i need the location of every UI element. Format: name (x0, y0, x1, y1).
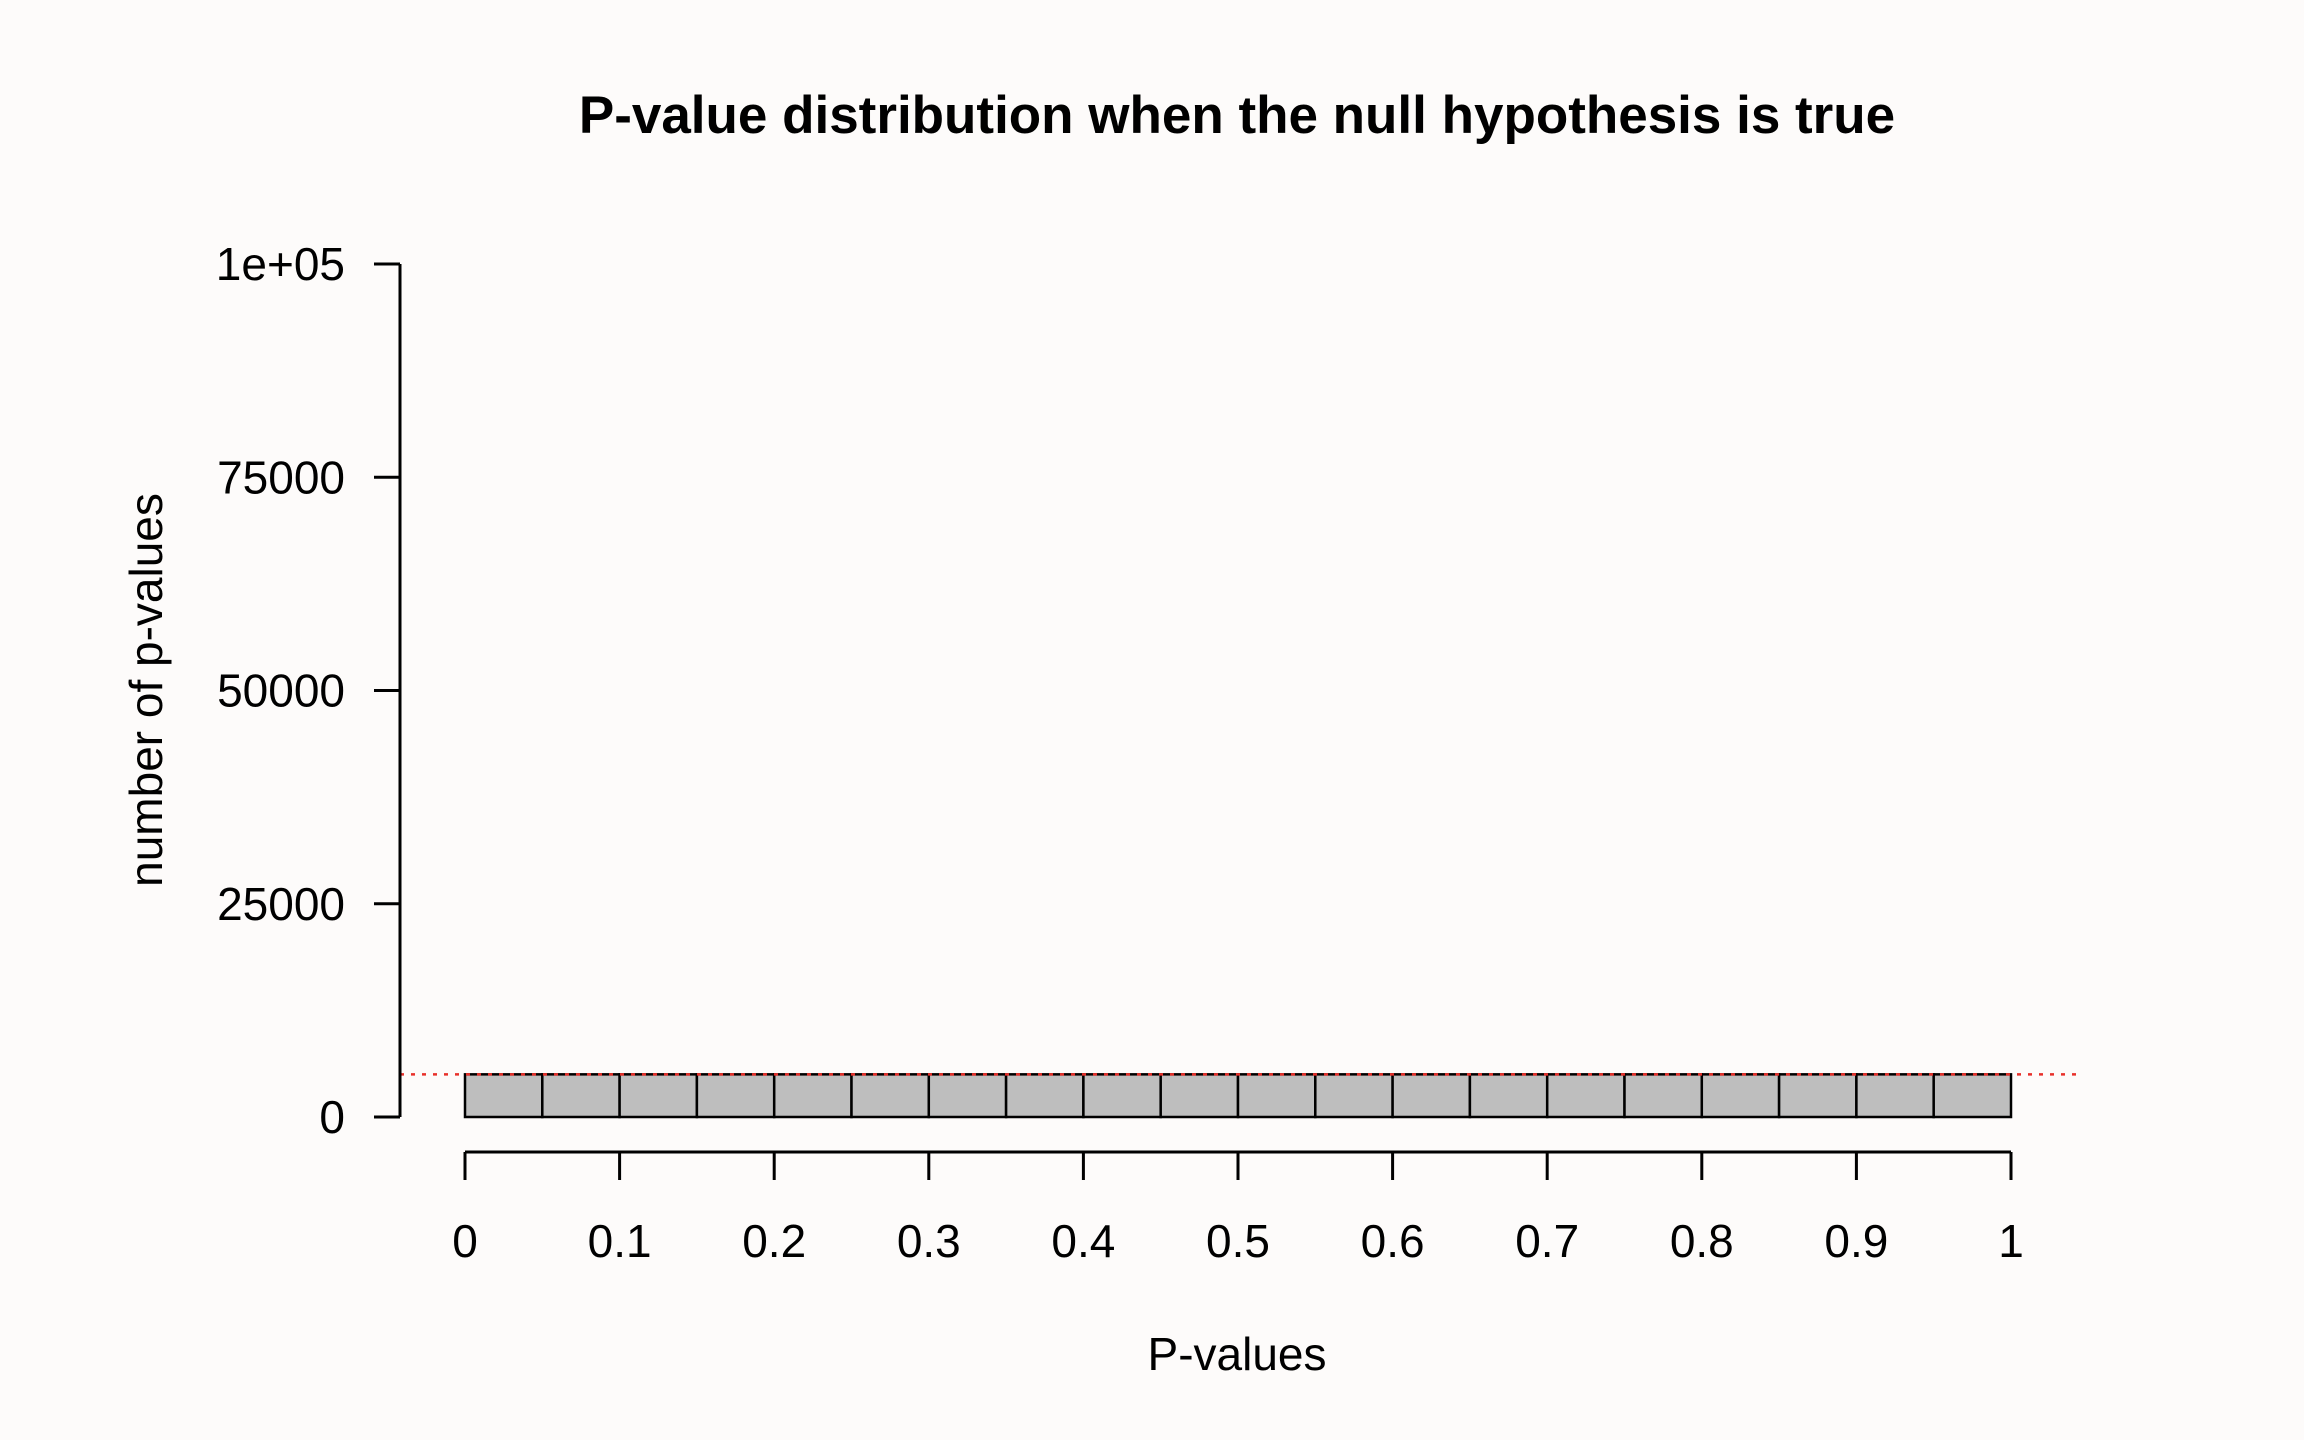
histogram-bar (1004, 1073, 1085, 1119)
y-tick-label: 0 (319, 1091, 345, 1143)
chart-title: P-value distribution when the null hypot… (579, 86, 1895, 145)
x-tick-label: 0.7 (1515, 1215, 1579, 1267)
histogram-bar (695, 1073, 776, 1119)
histogram-bar (1623, 1073, 1704, 1119)
x-tick-label: 0.2 (742, 1215, 806, 1267)
x-tick-label: 0.9 (1824, 1215, 1888, 1267)
y-axis-label: number of p-values (120, 493, 172, 887)
x-tick-label: 1 (1998, 1215, 2024, 1267)
y-axis: 0 25000 50000 75000 1e+05 (216, 238, 402, 1143)
x-axis: 0 0.1 0.2 0.3 0.4 0.5 0.6 0.7 0.8 0.9 1 (452, 1150, 2024, 1267)
x-tick-label: 0.5 (1206, 1215, 1270, 1267)
x-tick-label: 0 (452, 1215, 478, 1267)
histogram-bar (850, 1073, 931, 1119)
y-tick-label: 50000 (217, 665, 345, 717)
histogram-bars (463, 1073, 2013, 1119)
histogram-bar (1314, 1073, 1394, 1119)
histogram-bar (927, 1073, 1008, 1119)
x-tick-label: 0.3 (897, 1215, 961, 1267)
histogram-bar (1236, 1073, 1317, 1119)
histogram-bar (1545, 1073, 1626, 1119)
y-tick-label: 1e+05 (216, 238, 345, 290)
histogram-bar (1700, 1073, 1781, 1119)
y-tick-label: 25000 (217, 878, 345, 930)
x-axis-label: P-values (1148, 1328, 1327, 1380)
histogram-bar (1932, 1073, 2013, 1119)
histogram-bar (1391, 1073, 1472, 1119)
histogram-bar (1468, 1073, 1549, 1119)
y-tick-label: 75000 (217, 451, 345, 503)
histogram-bar (772, 1073, 853, 1119)
histogram-bar (1159, 1073, 1240, 1119)
histogram-bar (1855, 1073, 1935, 1119)
histogram-bar (541, 1073, 621, 1119)
x-tick-label: 0.6 (1361, 1215, 1425, 1267)
x-tick-label: 0.4 (1051, 1215, 1115, 1267)
histogram-bar (1777, 1073, 1858, 1119)
histogram-bar (1082, 1073, 1162, 1119)
histogram-bar (618, 1073, 699, 1119)
histogram-bar (463, 1073, 544, 1119)
x-tick-label: 0.8 (1670, 1215, 1734, 1267)
x-tick-label: 0.1 (588, 1215, 652, 1267)
